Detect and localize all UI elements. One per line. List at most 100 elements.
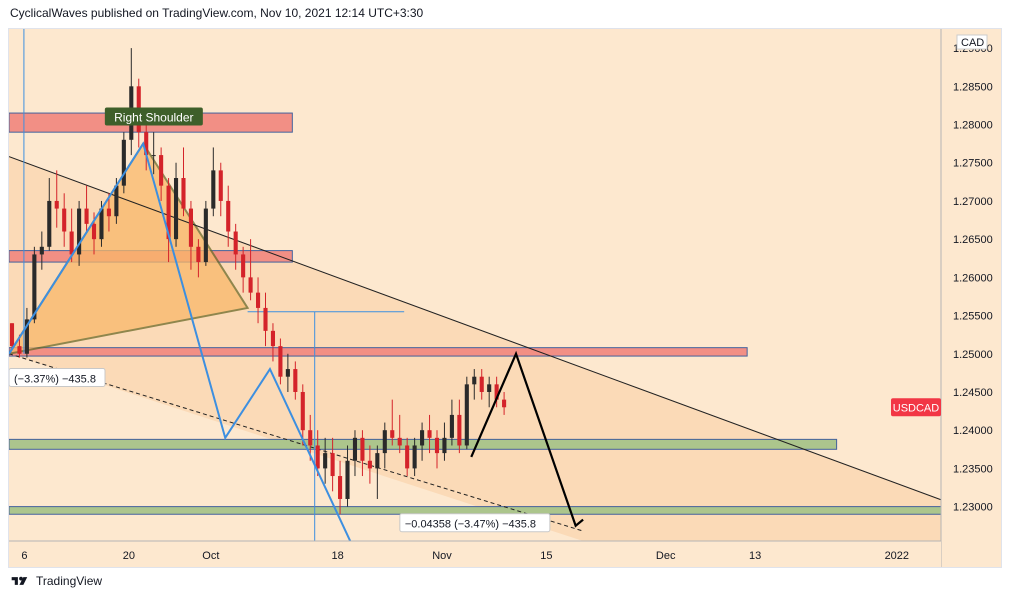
candle-body-31 xyxy=(241,254,246,278)
candle-body-56 xyxy=(427,430,432,438)
candle-body-49 xyxy=(375,453,380,469)
candle-body-20 xyxy=(159,155,164,186)
x-tick-label-3: 18 xyxy=(331,550,343,562)
candle-body-43 xyxy=(330,453,335,477)
y-tick-label-8: 1.25000 xyxy=(953,349,993,361)
candle-body-53 xyxy=(405,445,410,469)
x-tick-label-7: 13 xyxy=(749,550,761,562)
candle-body-36 xyxy=(278,346,283,377)
candle-body-52 xyxy=(397,437,402,446)
measure-label-bg-2 xyxy=(399,513,551,533)
measure-label-1: (−3.37%) −435.8 xyxy=(14,374,96,386)
candle-body-34 xyxy=(263,307,268,331)
candle-body-47 xyxy=(360,437,365,461)
candle-body-33 xyxy=(255,292,261,308)
x-tick-label-4: Nov xyxy=(432,550,452,562)
candle-body-60 xyxy=(457,414,462,446)
trendline-0 xyxy=(9,156,942,501)
symbol-badge: USDCAD xyxy=(893,402,940,414)
candle-body-50 xyxy=(382,430,387,454)
candle-body-38 xyxy=(293,369,298,392)
candle-body-65 xyxy=(494,384,499,400)
candle-body-22 xyxy=(173,178,179,240)
candle-body-7 xyxy=(62,208,67,232)
footer: TradingView xyxy=(10,572,102,590)
y-tick-label-1: 1.28500 xyxy=(953,81,993,93)
candle-body-54 xyxy=(412,445,417,469)
y-tick-label-9: 1.24500 xyxy=(953,387,993,399)
candle-body-63 xyxy=(479,376,484,392)
candle-body-8 xyxy=(69,231,74,255)
candle-body-66 xyxy=(502,399,507,408)
candle-body-19 xyxy=(151,155,156,157)
y-tick-label-3: 1.27500 xyxy=(953,158,993,170)
x-tick-label-2: Oct xyxy=(202,550,219,562)
measure-label-2: −0.04358 (−3.47%) −435.8 xyxy=(405,519,536,531)
time-axis-bg xyxy=(9,541,941,567)
candle-body-26 xyxy=(203,208,208,263)
candle-body-51 xyxy=(390,430,395,438)
candle-body-9 xyxy=(77,208,82,255)
y-tick-label-7: 1.25500 xyxy=(953,311,993,323)
candle-body-41 xyxy=(315,445,320,469)
candle-body-1 xyxy=(17,346,22,354)
candle-body-32 xyxy=(248,277,253,293)
candle-body-58 xyxy=(442,437,447,454)
candle-body-46 xyxy=(352,437,358,461)
symbol-badge-bg xyxy=(891,398,941,417)
candle-body-29 xyxy=(226,200,231,232)
candle-body-45 xyxy=(345,460,350,499)
price-chart[interactable]: Right Shoulder (−3.37%) −435.8 −0.04358 (−… xyxy=(9,29,1001,567)
y-tick-label-2: 1.28000 xyxy=(953,120,993,132)
candle-body-61 xyxy=(464,384,469,446)
measure-label-bg-1 xyxy=(9,368,106,388)
y-tick-label-6: 1.26000 xyxy=(953,272,993,284)
footer-brand[interactable]: TradingView xyxy=(36,574,103,588)
candle-body-24 xyxy=(188,208,193,247)
candle-body-30 xyxy=(233,231,238,255)
candle-body-27 xyxy=(211,170,216,209)
x-tick-label-0: 6 xyxy=(21,550,27,562)
candle-body-39 xyxy=(300,391,305,431)
candle-body-57 xyxy=(434,437,440,454)
candle-body-6 xyxy=(54,200,59,209)
candle-body-0 xyxy=(9,323,15,347)
candle-body-21 xyxy=(166,185,171,240)
y-tick-label-12: 1.23000 xyxy=(953,502,993,514)
candle-body-59 xyxy=(449,414,454,438)
wave-line xyxy=(9,141,353,546)
x-tick-label-1: 20 xyxy=(123,550,135,562)
candle-body-64 xyxy=(487,384,492,392)
resistance-zone-2 xyxy=(9,347,748,357)
candle-body-12 xyxy=(99,208,104,240)
candle-body-2 xyxy=(24,319,29,354)
y-tick-label-10: 1.24000 xyxy=(953,425,993,437)
currency-badge: CAD xyxy=(961,37,984,49)
y-tick-label-5: 1.26500 xyxy=(953,234,993,246)
candle-body-3 xyxy=(32,254,37,320)
x-tick-label-6: Dec xyxy=(656,550,676,562)
candle-body-48 xyxy=(367,460,372,469)
candle-body-10 xyxy=(84,208,89,224)
candle-body-23 xyxy=(181,178,186,209)
candle-body-44 xyxy=(338,476,343,499)
y-tick-label-11: 1.23500 xyxy=(953,463,993,475)
candle-body-55 xyxy=(420,430,425,446)
candle-body-40 xyxy=(308,430,313,446)
publish-line: CyclicalWaves published on TradingView.c… xyxy=(10,6,424,20)
candle-body-35 xyxy=(270,330,276,347)
x-tick-label-8: 2022 xyxy=(885,550,909,562)
support-zone-4 xyxy=(9,506,942,515)
candle-body-62 xyxy=(472,376,477,385)
candle-body-28 xyxy=(218,170,223,201)
candle-body-25 xyxy=(196,246,201,263)
tradingview-logo-icon[interactable] xyxy=(10,574,32,588)
y-tick-label-4: 1.27000 xyxy=(953,196,993,208)
candle-body-37 xyxy=(285,369,290,377)
currency-badge-bg xyxy=(956,34,988,50)
chart-area[interactable]: Right Shoulder (−3.37%) −435.8 −0.04358 (−… xyxy=(8,28,1002,568)
candle-body-42 xyxy=(323,453,328,469)
candle-body-15 xyxy=(121,139,126,186)
candle-body-18 xyxy=(144,132,149,156)
candle-body-5 xyxy=(47,200,52,247)
